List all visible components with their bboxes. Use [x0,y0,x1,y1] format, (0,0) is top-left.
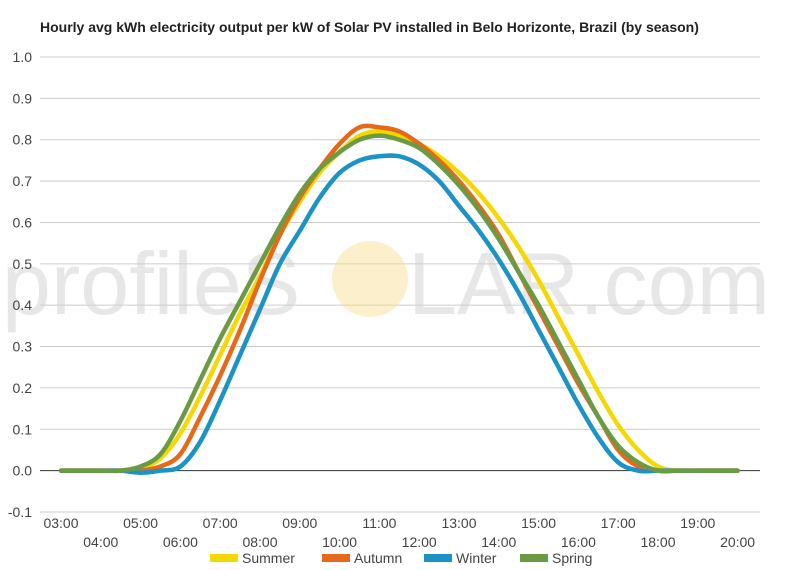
x-tick-label: 20:00 [720,534,755,550]
x-tick-label: 13:00 [441,515,476,531]
legend[interactable]: Summer Autumn Winter Spring [210,550,592,566]
legend-label: Summer [242,550,295,566]
y-tick-label: 0.3 [13,339,33,355]
legend-swatch [210,554,238,562]
x-tick-label: 17:00 [601,515,636,531]
x-tick-label: 06:00 [163,534,198,550]
series-lines [58,123,740,475]
y-tick-label: 0.6 [13,214,33,230]
x-tick-label: 04:00 [83,534,118,550]
x-tick-label: 03:00 [43,515,78,531]
x-tick-label: 16:00 [561,534,596,550]
legend-label: Autumn [354,550,402,566]
legend-item-summer[interactable]: Summer [210,550,295,566]
x-tick-label: 19:00 [680,515,715,531]
legend-swatch [520,554,548,562]
legend-label: Winter [456,550,497,566]
y-tick-label: 1.0 [13,49,33,65]
series-line-autumn [58,123,740,474]
x-tick-label: 18:00 [640,534,675,550]
x-tick-label: 14:00 [481,534,516,550]
legend-item-winter[interactable]: Winter [424,550,497,566]
y-tick-label: 0.4 [13,297,33,313]
x-tick-label: 09:00 [282,515,317,531]
legend-label: Spring [552,550,592,566]
x-tick-label: 11:00 [362,515,396,531]
legend-swatch [322,554,350,562]
y-tick-label: 0.5 [13,256,33,272]
legend-item-autumn[interactable]: Autumn [322,550,402,566]
x-tick-label: 07:00 [203,515,238,531]
y-tick-label: 0.1 [13,421,33,437]
chart-title: Hourly avg kWh electricity output per kW… [40,19,699,35]
watermark-sun-icon [332,241,408,317]
y-tick-label: 0.9 [13,90,33,106]
y-tick-label: 0.0 [13,463,33,479]
x-tick-label: 08:00 [242,534,277,550]
y-tick-label: -0.1 [8,504,32,520]
x-tick-label: 12:00 [402,534,437,550]
y-tick-label: 0.2 [13,380,33,396]
x-tick-label: 10:00 [322,534,357,550]
watermark: profileS LAR.com [2,234,770,333]
x-tick-label: 05:00 [123,515,158,531]
series-line-spring [58,133,740,474]
y-axis-tick-labels: -0.1 0.0 0.1 0.2 0.3 0.4 0.5 0.6 0.7 0.8 0.9 1.0 [8,49,32,520]
y-tick-label: 0.8 [13,132,33,148]
watermark-text-right: LAR.com [408,234,770,333]
legend-swatch [424,554,452,562]
series-line-winter [58,153,740,475]
legend-item-spring[interactable]: Spring [520,550,592,566]
x-tick-label: 15:00 [521,515,556,531]
y-tick-label: 0.7 [13,173,33,189]
series-line-summer [58,129,740,474]
